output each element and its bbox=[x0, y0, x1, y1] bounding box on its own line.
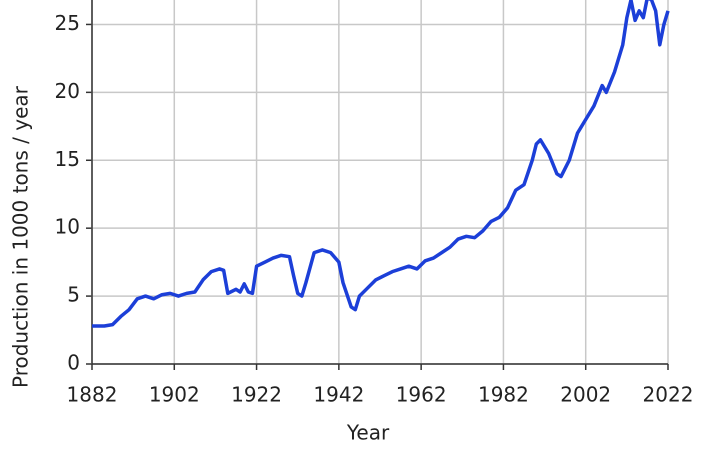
x-tick-label: 1902 bbox=[149, 383, 200, 407]
plot-area bbox=[92, 0, 668, 364]
y-tick-label: 25 bbox=[55, 11, 80, 35]
x-tick-label: 1982 bbox=[478, 383, 529, 407]
x-tick-label: 2002 bbox=[560, 383, 611, 407]
data-line bbox=[92, 0, 670, 328]
x-axis-label: Year bbox=[346, 421, 390, 445]
y-tick-label: 10 bbox=[55, 215, 80, 239]
y-tick-label: 5 bbox=[67, 283, 80, 307]
y-axis-label: Production in 1000 tons / year bbox=[9, 85, 33, 388]
x-tick-label: 2022 bbox=[643, 383, 694, 407]
x-tick-label: 1922 bbox=[231, 383, 282, 407]
y-tick-label: 0 bbox=[67, 351, 80, 375]
x-tick-label: 1942 bbox=[313, 383, 364, 407]
y-tick-label: 15 bbox=[55, 147, 80, 171]
x-tick-label: 1882 bbox=[67, 383, 118, 407]
y-tick-label: 20 bbox=[55, 79, 80, 103]
x-tick-label: 1962 bbox=[396, 383, 447, 407]
